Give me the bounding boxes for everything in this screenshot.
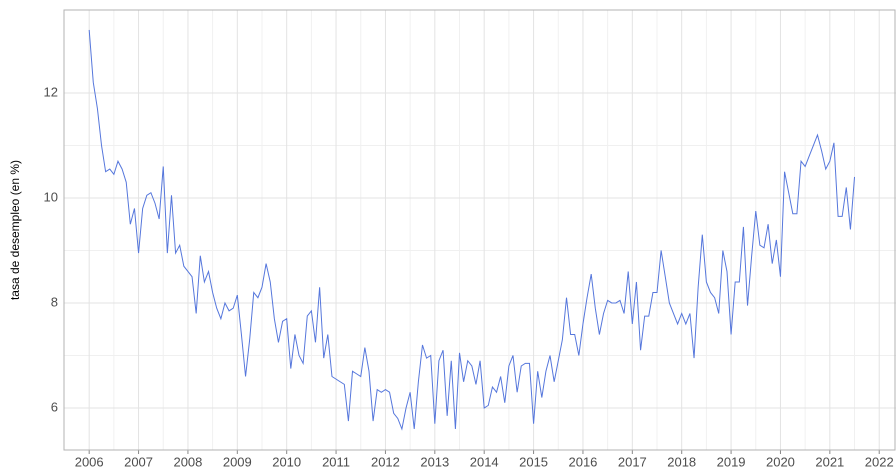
x-tick-label: 2015 <box>519 454 548 469</box>
x-tick-label: 2018 <box>667 454 696 469</box>
x-tick-label: 2017 <box>618 454 647 469</box>
x-tick-label: 2009 <box>223 454 252 469</box>
x-tick-label: 2006 <box>75 454 104 469</box>
y-tick-label: 12 <box>44 84 58 99</box>
x-tick-label: 2019 <box>717 454 746 469</box>
x-tick-label: 2021 <box>815 454 844 469</box>
y-tick-label: 6 <box>51 399 58 414</box>
panel-border <box>63 9 896 451</box>
data-line <box>88 29 856 431</box>
x-tick-label: 2007 <box>124 454 153 469</box>
x-tick-label: 2011 <box>322 454 350 469</box>
y-tick-label: 10 <box>44 189 58 204</box>
x-tick-label: 2014 <box>470 454 499 469</box>
y-tick-label: 8 <box>51 294 58 309</box>
x-tick-label: 2008 <box>173 454 202 469</box>
x-tick-label: 2016 <box>568 454 597 469</box>
x-tick-label: 2010 <box>272 454 301 469</box>
y-axis-title: tasa de desempleo (en %) <box>8 160 22 300</box>
x-tick-label: 2013 <box>420 454 449 469</box>
x-tick-label: 2022 <box>865 454 894 469</box>
x-tick-label: 2020 <box>766 454 795 469</box>
x-tick-label: 2012 <box>371 454 400 469</box>
